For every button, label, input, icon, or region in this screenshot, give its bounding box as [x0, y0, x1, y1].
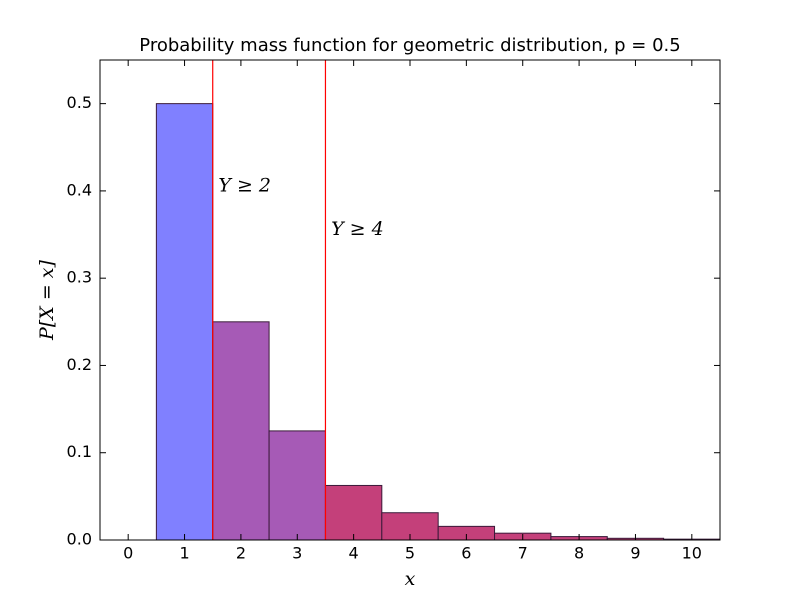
x-tick-label: 0	[123, 544, 133, 563]
x-tick-label: 6	[461, 544, 471, 563]
y-tick-label: 0.1	[67, 442, 92, 461]
annotation: Y ≥ 4	[331, 218, 384, 240]
x-tick-label: 1	[179, 544, 189, 563]
x-tick-label: 4	[349, 544, 359, 563]
x-tick-label: 2	[236, 544, 246, 563]
bar	[212, 321, 270, 541]
y-axis-label: P[X = x]	[36, 259, 58, 340]
y-tick-label: 0.0	[67, 530, 92, 549]
y-tick-label: 0.2	[67, 355, 92, 374]
chart-title: Probability mass function for geometric …	[139, 35, 680, 56]
x-axis-label: x	[405, 568, 416, 590]
x-tick-label: 5	[405, 544, 415, 563]
x-tick-label: 9	[630, 544, 640, 563]
x-tick-label: 3	[292, 544, 302, 563]
bar	[324, 484, 383, 541]
y-tick-label: 0.4	[67, 180, 92, 199]
x-tick-label: 10	[682, 544, 702, 563]
annotation: Y ≥ 2	[218, 175, 271, 197]
bar	[268, 430, 326, 541]
x-tick-label: 7	[518, 544, 528, 563]
y-tick-label: 0.5	[67, 93, 92, 112]
x-tick-label: 8	[574, 544, 584, 563]
y-tick-label: 0.3	[67, 268, 92, 287]
bar	[155, 103, 214, 541]
